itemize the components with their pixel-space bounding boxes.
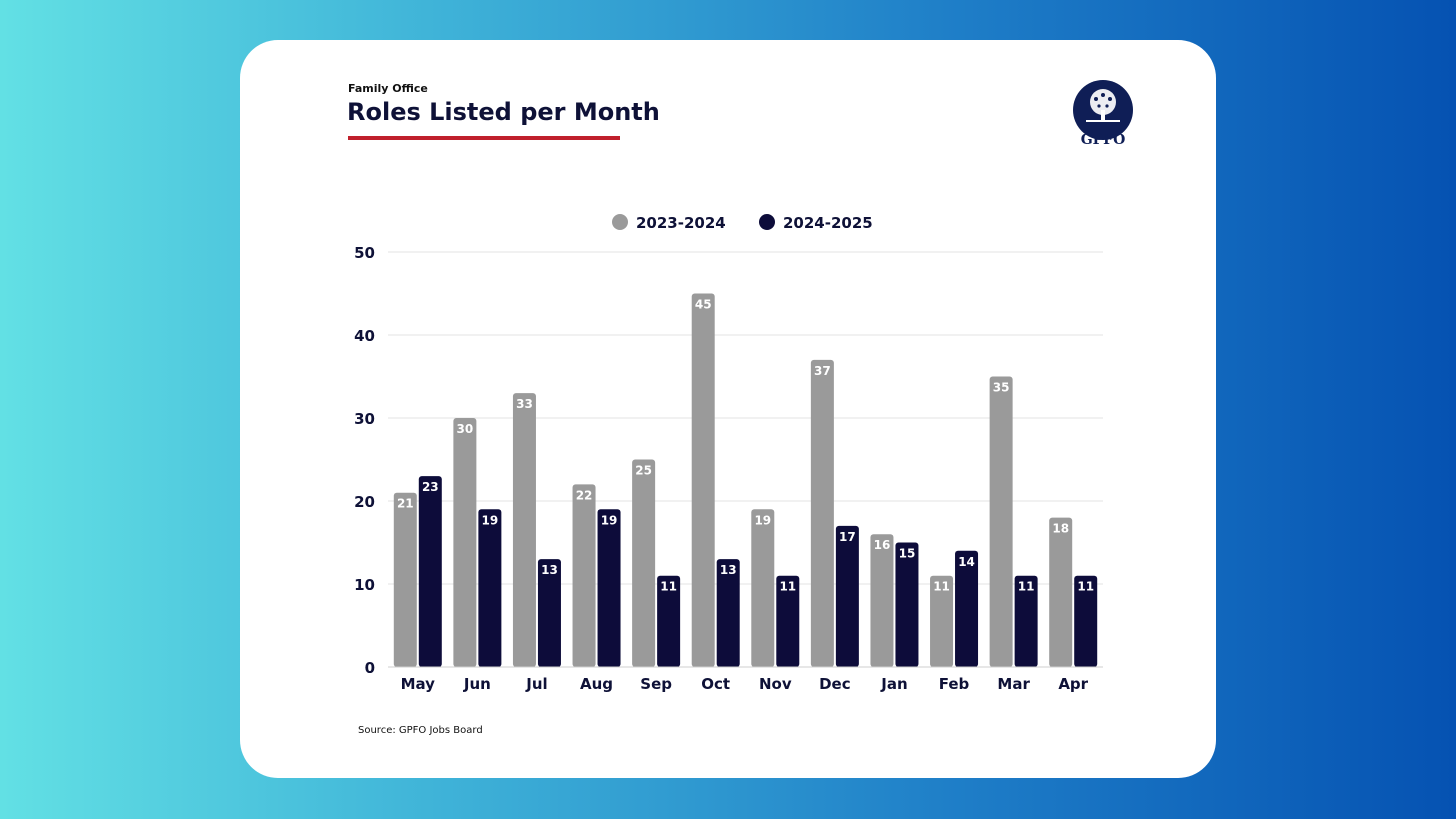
legend-label: 2023-2024: [636, 214, 726, 232]
bar-2023-2024: [691, 293, 715, 667]
x-tick-label: Aug: [580, 675, 613, 693]
legend-label: 2024-2025: [783, 214, 873, 232]
data-label: 19: [482, 513, 499, 527]
bar-chart: 0 10 20 30 40 50 21 23 May 30 19 Jun 33 13 Jul 22 19 Aug 2…: [354, 214, 1103, 693]
bar-2023-2024: [870, 534, 894, 667]
y-tick-label: 50: [354, 244, 375, 262]
data-label: 21: [397, 497, 414, 511]
bar-2024-2025: [418, 476, 442, 667]
data-label: 45: [695, 298, 712, 312]
chart-title: Roles Listed per Month: [347, 98, 660, 126]
data-label: 19: [601, 513, 618, 527]
bar-2023-2024: [751, 509, 775, 667]
tree-icon: [1086, 89, 1120, 122]
data-label: 18: [1052, 522, 1069, 536]
data-label: 11: [1018, 580, 1035, 594]
y-tick-label: 10: [354, 576, 375, 594]
bar-2023-2024: [512, 393, 536, 667]
data-label: 23: [422, 480, 439, 494]
data-label: 35: [993, 381, 1010, 395]
y-tick-label: 20: [354, 493, 375, 511]
bar-2023-2024: [453, 418, 477, 667]
x-tick-label: Dec: [819, 675, 851, 693]
data-label: 37: [814, 364, 831, 378]
bar-2023-2024: [989, 376, 1013, 667]
y-tick-label: 30: [354, 410, 375, 428]
x-tick-label: Oct: [701, 675, 730, 693]
bar-2024-2025: [955, 550, 979, 667]
bar-2023-2024: [632, 459, 656, 667]
data-label: 14: [958, 555, 975, 569]
data-label: 11: [660, 580, 677, 594]
data-label: 16: [874, 538, 891, 552]
data-label: 11: [1077, 580, 1094, 594]
data-label: 17: [839, 530, 856, 544]
x-tick-label: May: [401, 675, 436, 693]
bar-2023-2024: [572, 484, 596, 667]
bar-2024-2025: [657, 575, 681, 667]
bar-2023-2024: [393, 492, 417, 667]
data-label: 30: [457, 422, 474, 436]
data-label: 13: [720, 563, 737, 577]
legend-marker: [759, 214, 775, 230]
x-tick-label: Apr: [1058, 675, 1088, 693]
gpfo-logo: GPFO: [1073, 80, 1133, 148]
x-tick-label: Jan: [880, 675, 907, 693]
y-tick-label: 0: [365, 659, 375, 677]
bar-2024-2025: [895, 542, 919, 667]
legend-marker: [612, 214, 628, 230]
bar-2024-2025: [1014, 575, 1038, 667]
logo-text: GPFO: [1081, 132, 1126, 148]
x-tick-label: Jul: [525, 675, 547, 693]
data-label: 15: [899, 547, 916, 561]
x-tick-label: Feb: [939, 675, 970, 693]
bar-2024-2025: [716, 559, 740, 667]
bar-2024-2025: [478, 509, 502, 667]
bar-2023-2024: [1049, 517, 1073, 667]
data-label: 19: [754, 513, 771, 527]
bar-2024-2025: [537, 559, 561, 667]
source-note: Source: GPFO Jobs Board: [358, 725, 483, 736]
x-tick-label: Nov: [759, 675, 792, 693]
bar-2024-2025: [1074, 575, 1098, 667]
data-label: 11: [779, 580, 796, 594]
y-tick-label: 40: [354, 327, 375, 345]
bar-2024-2025: [776, 575, 800, 667]
data-label: 13: [541, 563, 558, 577]
title-underline: [348, 136, 620, 140]
data-label: 22: [576, 488, 593, 502]
data-label: 11: [933, 580, 950, 594]
bar-2024-2025: [835, 525, 859, 667]
data-label: 25: [635, 464, 652, 478]
data-label: 33: [516, 397, 533, 411]
x-tick-label: Mar: [997, 675, 1030, 693]
x-tick-label: Jun: [463, 675, 491, 693]
bar-2023-2024: [930, 575, 954, 667]
x-tick-label: Sep: [640, 675, 672, 693]
bar-2023-2024: [810, 359, 834, 667]
bar-2024-2025: [597, 509, 621, 667]
chart-card: Family Office Roles Listed per Month GPF…: [240, 40, 1216, 778]
chart-kicker: Family Office: [348, 82, 428, 95]
